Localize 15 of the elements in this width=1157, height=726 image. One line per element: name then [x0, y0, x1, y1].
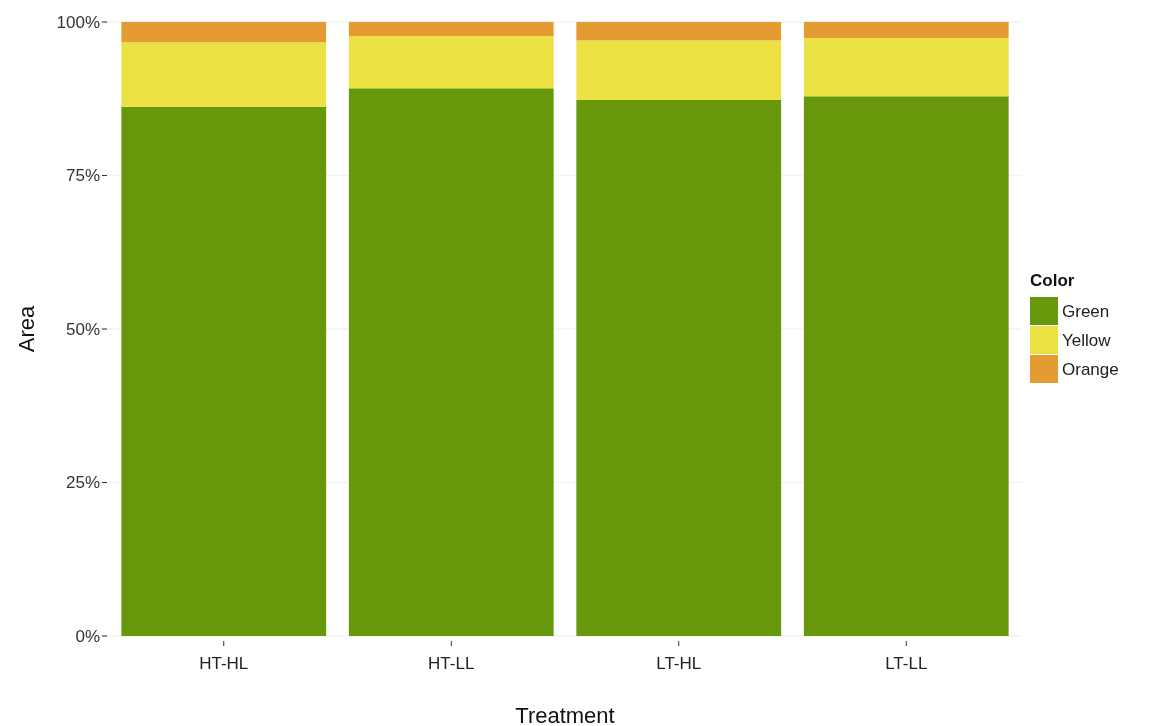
x-tick-label: LT-HL: [656, 654, 702, 673]
y-tick-label: 0%: [75, 626, 100, 646]
x-tick-label: HT-LL: [428, 654, 475, 673]
legend-label: Green: [1062, 301, 1110, 321]
x-axis-title: Treatment: [515, 703, 615, 726]
x-tick-label: HT-HL: [199, 654, 249, 673]
y-tick-label: 100%: [56, 12, 100, 32]
legend-label: Yellow: [1062, 330, 1112, 350]
legend-title: Color: [1030, 271, 1075, 290]
legend-label: Orange: [1062, 359, 1119, 379]
y-tick-label: 25%: [65, 473, 100, 493]
y-tick-label: 50%: [65, 319, 100, 339]
x-tick-label: LT-LL: [885, 654, 928, 673]
y-tick-label: 75%: [65, 166, 100, 186]
y-axis-title: Area: [14, 305, 39, 353]
